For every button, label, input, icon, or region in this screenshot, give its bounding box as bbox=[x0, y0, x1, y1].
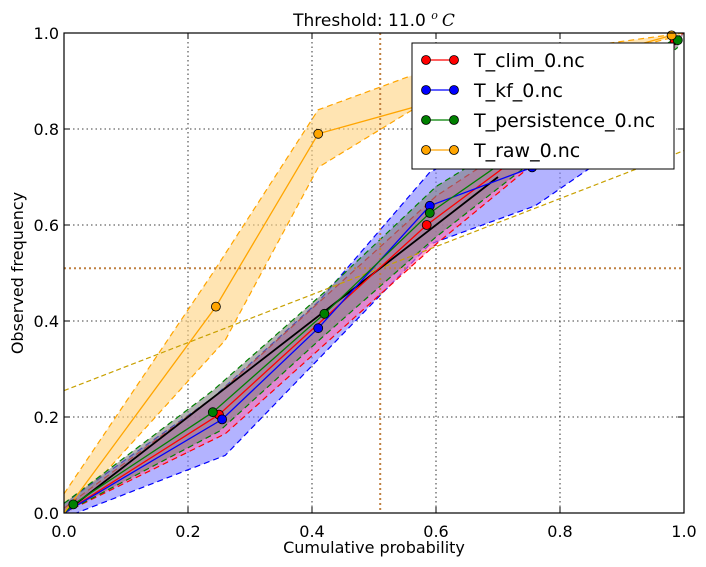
data-point-t-persistence---nc bbox=[207, 407, 218, 418]
legend-marker-t-clim---nc bbox=[421, 55, 431, 65]
y-tick-label: 0.6 bbox=[34, 216, 59, 235]
data-point-t-raw---nc bbox=[666, 30, 677, 41]
x-tick-label: 0.4 bbox=[299, 522, 324, 541]
x-tick-label: 0.2 bbox=[175, 522, 200, 541]
plot-frame bbox=[63, 32, 685, 514]
legend-marker-t-persistence---nc bbox=[449, 115, 459, 125]
legend-label-t-persistence---nc: T_persistence_0.nc bbox=[473, 110, 655, 132]
band-lower-t-kf---nc bbox=[74, 166, 592, 513]
legend-marker-t-clim---nc bbox=[449, 55, 459, 65]
grid-lines bbox=[64, 33, 684, 513]
x-axis-ticks: 0.0 0.2 0.4 0.6 0.8 1.0 bbox=[51, 33, 697, 541]
y-tick-label: 0.0 bbox=[34, 504, 59, 523]
legend-marker-t-kf---nc bbox=[449, 85, 459, 95]
y-tick-label: 1.0 bbox=[34, 24, 59, 43]
y-axis-ticks: 0.0 0.2 0.4 0.6 0.8 1.0 bbox=[34, 24, 684, 523]
legend-label-t-clim---nc: T_clim_0.nc bbox=[473, 50, 585, 72]
y-tick-label: 0.8 bbox=[34, 120, 59, 139]
reference-lines bbox=[64, 33, 684, 513]
data-point-t-raw---nc bbox=[210, 301, 221, 312]
y-tick-label: 0.2 bbox=[34, 408, 59, 427]
perfect-reliability-line bbox=[64, 176, 499, 513]
legend-marker-t-raw---nc bbox=[449, 145, 459, 155]
x-tick-label: 0.0 bbox=[51, 522, 76, 541]
data-point-t-persistence---nc bbox=[68, 499, 79, 510]
legend: T_clim_0.nc T_kf_0.nc T_persistence_0.nc T_… bbox=[411, 42, 675, 170]
legend-marker-t-raw---nc bbox=[421, 145, 431, 155]
x-tick-label: 0.8 bbox=[547, 522, 572, 541]
band-upper-t-persistence---nc bbox=[64, 33, 684, 504]
data-point-t-kf---nc bbox=[313, 323, 324, 334]
data-point-t-raw---nc bbox=[313, 128, 324, 139]
data-point-t-clim---nc bbox=[421, 220, 432, 230]
x-tick-label: 1.0 bbox=[671, 522, 696, 541]
skill-line bbox=[64, 150, 684, 392]
legend-label-t-raw---nc: T_raw_0.nc bbox=[473, 140, 580, 162]
legend-marker-t-kf---nc bbox=[421, 85, 431, 95]
legend-label-t-kf---nc: T_kf_0.nc bbox=[473, 80, 563, 102]
band-upper-t-raw---nc bbox=[64, 33, 684, 495]
data-point-t-persistence---nc bbox=[424, 208, 435, 218]
x-axis-label: Cumulative probability bbox=[283, 538, 465, 557]
data-point-t-persistence---nc bbox=[319, 308, 330, 319]
legend-marker-t-persistence---nc bbox=[421, 115, 431, 125]
band-lower-t-clim---nc bbox=[64, 46, 676, 513]
band-t-raw---nc bbox=[64, 33, 684, 513]
y-tick-label: 0.4 bbox=[34, 312, 59, 331]
x-tick-label: 0.6 bbox=[423, 522, 448, 541]
y-axis-label: Observed frequency bbox=[8, 192, 27, 354]
series-points bbox=[68, 30, 683, 510]
data-point-t-kf---nc bbox=[217, 414, 228, 425]
